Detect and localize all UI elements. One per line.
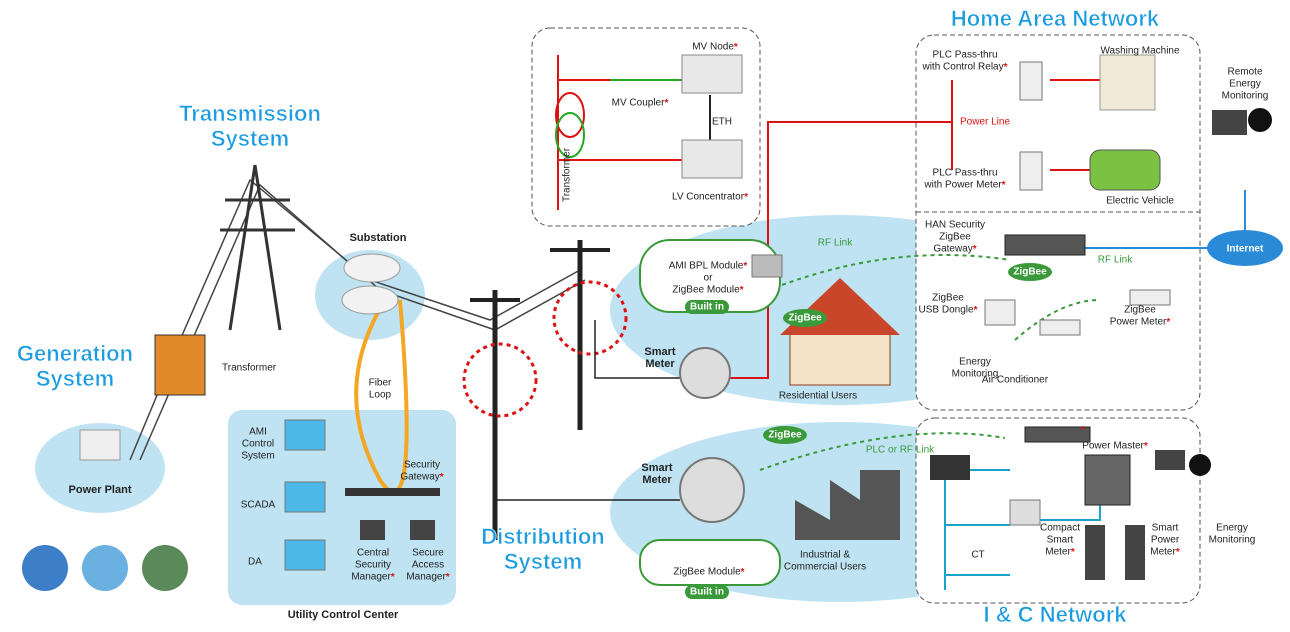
- label: Commercial Users: [784, 562, 866, 573]
- label: Compact: [1040, 523, 1080, 534]
- label: AMI: [249, 427, 267, 438]
- label: Electric Vehicle: [1106, 196, 1174, 207]
- label: Generation: [17, 341, 133, 366]
- label: PLC or RF Link: [866, 445, 935, 456]
- label: ETH: [712, 117, 732, 128]
- label: Energy: [1216, 523, 1248, 534]
- label: Security: [355, 560, 391, 571]
- label: HAN Security: [925, 220, 985, 231]
- label: Power Meter*: [1110, 317, 1171, 328]
- label: Access: [412, 560, 444, 571]
- label: LV Concentrator*: [672, 192, 748, 203]
- label: MV Coupler*: [612, 98, 669, 109]
- label: I & C Network: [983, 602, 1127, 627]
- label: Energy: [959, 357, 991, 368]
- label: ZigBee Module*: [673, 567, 744, 578]
- label: Smart: [641, 462, 673, 474]
- label: Internet: [1227, 244, 1264, 255]
- label: CT: [971, 550, 984, 561]
- label: Meter: [642, 474, 672, 486]
- label: Power Plant: [69, 484, 132, 496]
- label: Home Area Network: [951, 6, 1160, 31]
- label: Transmission: [179, 101, 321, 126]
- label: ZigBee Module*: [672, 285, 743, 296]
- label: or: [704, 273, 714, 284]
- label: Security: [404, 460, 440, 471]
- label: ZigBee: [788, 313, 822, 324]
- label: Smart: [1152, 523, 1179, 534]
- page: Home Area NetworkTransmissionSystemGener…: [0, 0, 1290, 632]
- label: Gateway*: [400, 472, 443, 483]
- diagram: Home Area NetworkTransmissionSystemGener…: [0, 0, 1290, 632]
- label: System: [504, 549, 582, 574]
- label: USB Dongle*: [919, 305, 978, 316]
- label: SCADA: [241, 500, 276, 511]
- label: Remote: [1227, 67, 1262, 78]
- label: Power Line: [960, 117, 1010, 128]
- label: Transformer: [562, 147, 573, 202]
- label: Monitoring: [1209, 535, 1256, 546]
- label: ZigBee: [932, 293, 964, 304]
- label: Fiber: [369, 378, 392, 389]
- label: with Control Relay*: [921, 62, 1007, 73]
- label: DA: [248, 557, 262, 568]
- label: Control: [242, 439, 274, 450]
- label: Monitoring: [1222, 91, 1269, 102]
- label: Power Master*: [1082, 441, 1148, 452]
- label: Manager*: [351, 572, 394, 583]
- label: RF Link: [1098, 255, 1133, 266]
- label: ZigBee: [1013, 267, 1047, 278]
- label: PLC Pass-thru: [932, 50, 997, 61]
- label: Gateway*: [933, 244, 976, 255]
- label: with Power Meter*: [923, 180, 1005, 191]
- label: Meter*: [1045, 547, 1075, 558]
- label: System: [211, 126, 289, 151]
- label: Manager*: [406, 572, 449, 583]
- label: Distribution: [481, 524, 604, 549]
- label: Secure: [412, 548, 444, 559]
- label: Energy: [1229, 79, 1261, 90]
- label: Built in: [690, 587, 724, 598]
- label: Washing Machine: [1100, 46, 1180, 57]
- label: ZigBee: [768, 430, 802, 441]
- label: *: [1081, 425, 1085, 436]
- label: Substation: [350, 232, 407, 244]
- label: AMI BPL Module*: [669, 261, 748, 272]
- label: Utility Control Center: [288, 609, 399, 621]
- label: ZigBee: [939, 232, 971, 243]
- label: Industrial &: [800, 550, 850, 561]
- label: System: [36, 366, 114, 391]
- label: RF Link: [818, 238, 853, 249]
- label: Meter*: [1150, 547, 1180, 558]
- label: Smart: [644, 346, 676, 358]
- label: MV Node*: [692, 42, 738, 53]
- label: PLC Pass-thru: [932, 168, 997, 179]
- label: Central: [357, 548, 389, 559]
- label: Transformer: [222, 363, 277, 374]
- label: Built in: [690, 302, 724, 313]
- label: Power: [1151, 535, 1180, 546]
- label: System: [241, 451, 274, 462]
- label: Meter: [645, 358, 675, 370]
- label: Residential Users: [779, 391, 857, 402]
- label: ZigBee: [1124, 305, 1156, 316]
- label: Loop: [369, 390, 392, 401]
- label: Air Conditioner: [982, 375, 1049, 386]
- label: Smart: [1047, 535, 1074, 546]
